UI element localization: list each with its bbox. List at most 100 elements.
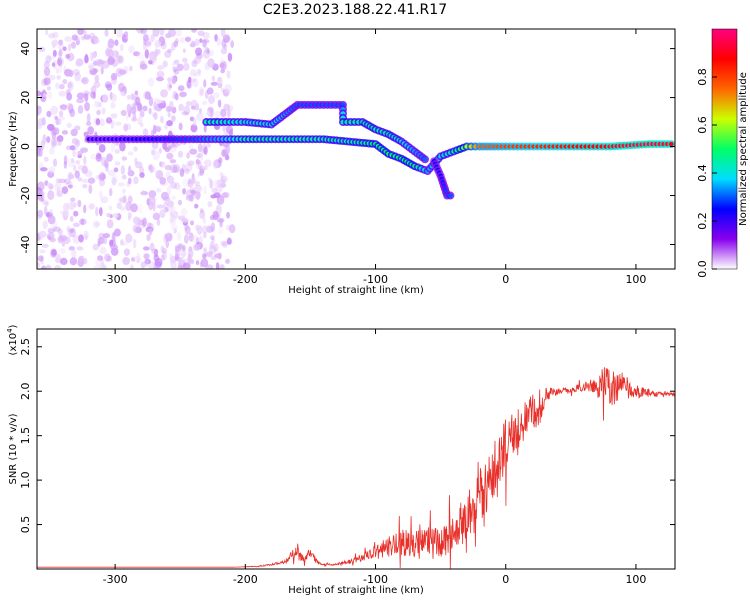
spectrogram-noise-blob — [59, 83, 65, 90]
figure-title: C2E3.2023.188.22.41.R17 — [263, 2, 447, 18]
spectrogram-noise-blob — [122, 188, 127, 194]
spectrogram-noise-blob — [66, 225, 70, 233]
spectrogram-noise-blob — [206, 87, 214, 95]
spectrogram-noise-blob — [186, 152, 190, 159]
spectrogram-noise-blob — [68, 246, 75, 251]
spectrogram-y-tick-label: -40 — [19, 236, 32, 254]
spectrogram-noise-blob — [87, 177, 96, 184]
spectrogram-noise-blob — [169, 211, 173, 217]
spectrogram-x-tick-label: -300 — [103, 273, 128, 286]
spectrogram-noise-blob — [134, 226, 141, 233]
spectrogram-noise-blob — [151, 54, 157, 62]
spectrogram-noise-blob — [174, 93, 179, 101]
spectrogram-noise-blob — [61, 241, 66, 247]
spectrogram-noise-blob — [48, 74, 56, 81]
spectrogram-noise-blob — [123, 123, 129, 132]
spectrogram-noise-blob — [120, 239, 124, 246]
spectrogram-noise-blob — [106, 212, 111, 218]
spectrogram-noise-blob — [40, 265, 47, 269]
spectrogram-y-tick-label: -20 — [19, 187, 32, 205]
spectrogram-noise-blob — [202, 253, 207, 259]
spectrogram-noise-blob — [148, 227, 153, 236]
spectrogram-noise-blob — [39, 249, 46, 254]
spectrogram-noise-blob — [101, 60, 110, 69]
spectrogram-noise-blob — [127, 212, 132, 219]
snr-x-tick-label: 0 — [502, 573, 509, 586]
spectrogram-noise-blob — [221, 192, 229, 198]
spectrogram-noise-blob — [110, 102, 116, 109]
spectrogram-noise-blob — [199, 88, 204, 96]
spectrogram-noise-blob — [202, 100, 208, 106]
spectrogram-noise-blob — [54, 137, 61, 142]
spectrogram-noise-blob — [57, 137, 63, 147]
snr-y-label: SNR (10 * v/v) — [8, 413, 19, 484]
spectrogram-noise-blob — [62, 46, 67, 52]
spectrogram-noise-blob — [52, 226, 61, 232]
spectrogram-noise-blob — [216, 179, 222, 188]
spectrogram-noise-blob — [190, 105, 197, 110]
spectrogram-noise-blob — [72, 68, 80, 76]
spectrogram-noise-blob — [110, 175, 119, 184]
spectrogram-noise-blob — [92, 60, 99, 66]
spectrogram-noise-blob — [213, 179, 220, 188]
spectrogram-noise-blob — [51, 139, 55, 149]
spectrogram-noise-blob — [108, 205, 113, 211]
spectrogram-noise-blob — [122, 195, 127, 204]
snr-y-tick-label: 1.5 — [19, 427, 32, 445]
spectrogram-noise-blob — [125, 233, 133, 244]
spectrogram-noise-blob — [175, 38, 179, 44]
spectrogram-y-tick-label: 40 — [19, 42, 32, 56]
spectrogram-noise-blob — [169, 101, 174, 108]
spectrogram-noise-blob — [212, 210, 219, 221]
spectrogram-noise-blob — [71, 249, 77, 259]
spectrogram-noise-blob — [84, 101, 90, 112]
spectrogram-noise-blob — [48, 225, 56, 231]
spectrogram-noise-blob — [185, 100, 192, 107]
spectrogram-noise-blob — [165, 239, 170, 249]
spectrogram-noise-blob — [220, 175, 228, 183]
spectrogram-noise-blob — [131, 116, 138, 122]
spectrogram-noise-blob — [187, 160, 195, 166]
spectrogram-noise-blob — [117, 182, 126, 187]
spectrogram-noise-blob — [45, 264, 52, 269]
spectrogram-noise-blob — [164, 232, 173, 242]
spectrogram-noise-blob — [42, 220, 48, 230]
spectrogram-noise-blob — [156, 218, 161, 226]
spectrogram-noise-blob — [171, 166, 179, 173]
spectrogram-noise-blob — [69, 257, 78, 266]
spectrogram-noise-blob — [83, 230, 89, 240]
spectrogram-noise-blob — [73, 202, 77, 208]
spectrogram-noise-blob — [114, 39, 119, 46]
spectrogram-noise-blob — [81, 178, 89, 184]
spectrogram-noise-blob — [84, 170, 93, 178]
spectrogram-noise-blob — [203, 185, 207, 195]
spectrogram-noise-blob — [187, 177, 192, 185]
spectrogram-noise-blob — [228, 224, 236, 234]
spectrogram-noise-blob — [223, 103, 230, 111]
spectrogram-noise-blob — [167, 77, 171, 82]
spectrogram-noise-blob — [113, 228, 121, 237]
spectrogram-noise-blob — [43, 60, 50, 69]
spectrogram-noise-blob — [180, 249, 187, 258]
spectrogram-noise-blob — [37, 145, 41, 155]
spectrogram-noise-blob — [176, 232, 182, 242]
spectrogram-noise-blob — [164, 164, 172, 171]
spectrogram-noise-blob — [105, 117, 113, 124]
spectrogram-noise-blob — [140, 29, 147, 35]
spectrogram-noise-blob — [121, 156, 128, 161]
spectrogram-noise-blob — [199, 38, 203, 43]
spectrogram-noise-blob — [73, 210, 79, 217]
spectrogram-noise-blob — [99, 59, 105, 65]
spectrogram-noise-blob — [219, 171, 224, 179]
spectrogram-noise-blob — [110, 72, 118, 81]
spectrogram-noise-blob — [155, 169, 164, 180]
spectrogram-noise-blob — [164, 199, 169, 205]
spectrogram-noise-blob — [56, 75, 61, 80]
spectrogram-noise-blob — [88, 184, 93, 194]
spectrogram-noise-blob — [151, 149, 156, 156]
spectrogram-noise-blob — [140, 190, 149, 196]
spectrogram-noise-blob — [162, 247, 168, 254]
spectrogram-noise-blob — [144, 91, 151, 100]
spectrogram-noise-blob — [90, 91, 96, 99]
spectrogram-noise-blob — [148, 107, 152, 115]
